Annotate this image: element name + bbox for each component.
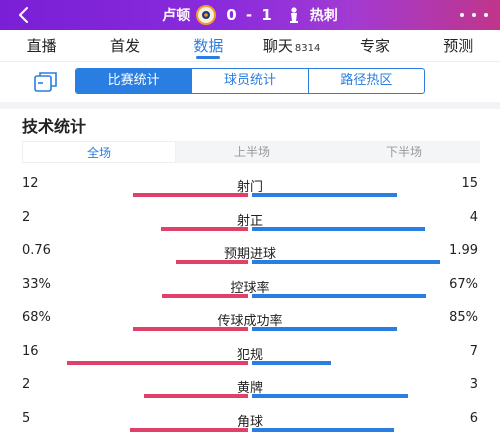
stat-row: 2 黄牌 3 xyxy=(0,371,500,405)
away-stat-value: 6 xyxy=(469,410,478,426)
away-stat-value: 7 xyxy=(469,343,478,359)
chat-count-badge: 8314 xyxy=(294,42,321,54)
tab-label: 预测 xyxy=(443,36,474,55)
match-score: 0 - 1 xyxy=(226,6,274,24)
home-stat-bar xyxy=(144,394,248,398)
away-stat-bar xyxy=(252,293,426,298)
stat-name: 传球成功率 xyxy=(217,314,283,329)
tab-lineup[interactable]: 首发 xyxy=(83,30,166,62)
home-team-name: 卢顿 xyxy=(162,8,191,24)
home-stat-value: 2 xyxy=(22,209,31,225)
away-stat-value: 15 xyxy=(461,176,478,191)
tab-chat[interactable]: 聊天 8314 xyxy=(250,30,333,62)
score-line: 卢顿 0 - 1 热刺 xyxy=(0,0,500,30)
home-stat-value: 5 xyxy=(22,410,31,426)
home-stat-bar xyxy=(176,260,248,264)
away-stat-bar xyxy=(252,260,440,264)
tab-prediction[interactable]: 预测 xyxy=(417,30,500,62)
tab-label: 专家 xyxy=(359,36,390,55)
stat-row: 33% 控球率 67% xyxy=(0,271,500,305)
period-tab-full[interactable]: 全场 xyxy=(22,141,176,163)
home-stat-bar xyxy=(67,360,248,365)
stat-row: 5 角球 6 xyxy=(0,405,500,439)
home-stat-bar xyxy=(162,293,248,298)
section-title: 技术统计 xyxy=(22,117,87,136)
home-stat-bar xyxy=(130,427,248,432)
period-tabs: 全场 上半场 下半场 xyxy=(22,141,480,163)
tab-live[interactable]: 直播 xyxy=(0,30,83,62)
stat-row: 16 犯规 7 xyxy=(0,338,500,372)
dot-icon xyxy=(484,13,488,17)
stat-name: 控球率 xyxy=(230,280,270,296)
home-team-crest-icon xyxy=(196,5,217,25)
home-stat-bar xyxy=(133,193,248,197)
home-stat-value: 12 xyxy=(22,176,39,191)
away-stat-bar xyxy=(252,193,397,197)
tab-label: 首发 xyxy=(109,36,140,55)
away-stat-value: 67% xyxy=(449,276,478,292)
home-stat-value: 16 xyxy=(22,343,39,359)
away-stat-value: 3 xyxy=(469,377,478,392)
sub-toolbar: 比赛统计 球员统计 路径热区 xyxy=(0,62,500,102)
home-stat-bar xyxy=(161,226,248,231)
away-stat-value: 85% xyxy=(449,310,478,325)
tab-label: 直播 xyxy=(26,36,57,55)
home-stat-value: 68% xyxy=(22,310,51,325)
dot-icon xyxy=(472,13,476,17)
stats-list: 12 射门 15 2 射正 4 0.76 预期进球 1.99 33% 控球率 67% 68% 传球成功率 8… xyxy=(0,170,500,438)
away-team-crest-icon xyxy=(284,5,304,25)
more-options-button[interactable] xyxy=(460,6,488,24)
stats-segmented-control: 比赛统计 球员统计 路径热区 xyxy=(75,68,425,94)
tab-expert[interactable]: 专家 xyxy=(333,30,416,62)
period-tab-second-half[interactable]: 下半场 xyxy=(385,145,422,159)
home-stat-value: 33% xyxy=(22,276,51,292)
stat-row: 68% 传球成功率 85% xyxy=(0,304,500,338)
main-tabs: 直播 首发 数据 聊天 8314 专家 预测 xyxy=(0,30,500,62)
away-stat-value: 4 xyxy=(469,209,478,225)
stat-name: 预期进球 xyxy=(223,247,276,262)
stat-name: 射正 xyxy=(236,213,263,229)
segment-match-stats[interactable]: 比赛统计 xyxy=(76,69,193,93)
away-stat-bar xyxy=(252,327,397,331)
home-stat-value: 0.76 xyxy=(22,243,51,258)
stat-name: 黄牌 xyxy=(236,381,263,396)
tab-label: 数据 xyxy=(193,36,224,55)
away-team-name: 热刺 xyxy=(309,8,338,24)
segment-heatmap[interactable]: 路径热区 xyxy=(340,73,393,88)
stat-name: 射门 xyxy=(236,180,263,195)
away-stat-value: 1.99 xyxy=(449,243,478,258)
away-stat-bar xyxy=(252,427,394,432)
dot-icon xyxy=(460,13,464,17)
period-tab-first-half[interactable]: 上半场 xyxy=(233,145,270,159)
stat-name: 犯规 xyxy=(236,347,263,363)
chevron-left-icon xyxy=(19,7,28,23)
home-stat-value: 2 xyxy=(22,377,31,392)
layout-switch-icon[interactable] xyxy=(34,71,58,93)
stat-row: 12 射门 15 xyxy=(0,170,500,204)
away-stat-bar xyxy=(252,394,408,398)
back-button[interactable] xyxy=(14,5,34,25)
away-stat-bar xyxy=(252,360,331,365)
section-divider xyxy=(0,102,500,109)
match-header: 卢顿 0 - 1 热刺 xyxy=(0,0,500,30)
tab-label: 聊天 xyxy=(262,36,293,55)
home-stat-bar xyxy=(133,327,248,331)
away-stat-bar xyxy=(252,226,425,231)
stat-name: 角球 xyxy=(236,414,263,430)
segment-player-stats[interactable]: 球员统计 xyxy=(192,69,309,93)
tab-data[interactable]: 数据 xyxy=(167,30,250,62)
stat-row: 0.76 预期进球 1.99 xyxy=(0,237,500,271)
stat-row: 2 射正 4 xyxy=(0,204,500,238)
